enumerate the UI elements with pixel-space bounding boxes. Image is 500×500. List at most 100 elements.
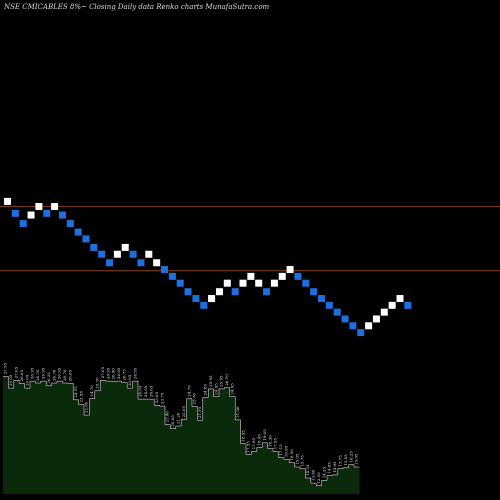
price-label-58: 13.55 xyxy=(316,472,321,484)
brick-11 xyxy=(90,243,98,251)
price-label-17: 25.70 xyxy=(95,377,100,389)
price-label-21: 26.95 xyxy=(116,367,121,379)
price-label-48: 19.05 xyxy=(262,429,267,441)
brick-24 xyxy=(192,295,200,303)
price-label-32: 21.20 xyxy=(176,412,181,424)
brick-48 xyxy=(380,308,388,316)
price-label-40: 25.95 xyxy=(219,375,224,387)
brick-20 xyxy=(161,266,168,274)
brick-39 xyxy=(310,288,318,296)
price-label-11: 26.70 xyxy=(62,369,67,381)
brick-36 xyxy=(286,266,294,274)
brick-25 xyxy=(200,301,208,309)
price-label-64: 16.25 xyxy=(348,451,353,463)
brick-30 xyxy=(239,279,247,287)
price-label-39: 24.95 xyxy=(213,383,218,395)
price-label-55: 15.75 xyxy=(300,455,305,467)
price-label-33: 22.05 xyxy=(181,405,186,417)
price-label-9: 26.70 xyxy=(51,369,56,381)
brick-43 xyxy=(341,315,349,323)
price-area-fill xyxy=(3,376,360,494)
brick-38 xyxy=(302,279,310,287)
price-label-53: 16.50 xyxy=(289,449,294,461)
chart-title: NSE CMICABLES 8%~ Closing Daily data Ren… xyxy=(4,3,270,11)
price-label-60: 14.85 xyxy=(327,462,332,474)
price-label-41: 26.10 xyxy=(224,374,229,386)
brick-9 xyxy=(74,228,82,236)
price-label-22: 26.75 xyxy=(122,369,127,381)
price-label-57: 13.90 xyxy=(310,469,315,481)
brick-7 xyxy=(58,211,66,219)
price-label-46: 17.95 xyxy=(251,437,256,449)
price-label-61: 14.95 xyxy=(332,461,337,473)
price-label-10: 26.95 xyxy=(57,367,62,379)
brick-45 xyxy=(357,329,365,337)
brick-16 xyxy=(129,250,137,258)
brick-32 xyxy=(255,279,263,287)
price-label-6: 26.70 xyxy=(35,369,40,381)
price-label-54: 15.95 xyxy=(294,453,299,465)
price-label-43: 21.98 xyxy=(235,406,240,418)
price-label-44: 18.95 xyxy=(240,430,245,442)
brick-34 xyxy=(270,279,278,287)
brick-40 xyxy=(318,295,325,303)
price-label-4: 26.05 xyxy=(24,374,29,386)
price-label-35: 23.70 xyxy=(192,393,197,405)
price-label-12: 26.65 xyxy=(68,369,73,381)
price-label-13: 24.55 xyxy=(73,386,78,398)
brick-14 xyxy=(113,250,121,258)
price-label-14: 23.95 xyxy=(78,391,83,403)
price-label-8: 26.35 xyxy=(46,372,51,384)
brick-27 xyxy=(215,288,223,296)
price-label-19: 26.95 xyxy=(105,367,110,379)
price-label-1: 26.05 xyxy=(8,374,13,386)
brick-0 xyxy=(4,197,11,205)
price-label-62: 15.75 xyxy=(338,455,343,467)
price-label-24: 26.95 xyxy=(132,367,137,379)
price-label-45: 17.55 xyxy=(246,441,251,453)
price-label-47: 18.45 xyxy=(257,434,262,446)
price-label-65: 15.95 xyxy=(354,453,359,465)
price-label-59: 14.25 xyxy=(321,466,326,478)
brick-35 xyxy=(278,272,286,280)
price-label-34: 24.70 xyxy=(186,385,191,397)
brick-29 xyxy=(231,288,239,296)
price-label-23: 26.05 xyxy=(127,374,132,386)
price-label-25: 24.65 xyxy=(138,385,143,397)
brick-8 xyxy=(66,220,74,228)
level-lines xyxy=(0,206,500,272)
price-label-2: 27.05 xyxy=(13,366,18,378)
brick-4 xyxy=(35,203,43,211)
brick-13 xyxy=(106,259,114,267)
price-label-26: 24.65 xyxy=(143,385,148,397)
price-label-3: 26.65 xyxy=(19,369,24,381)
brick-6 xyxy=(51,203,59,211)
brick-41 xyxy=(325,301,333,309)
brick-3 xyxy=(27,211,35,219)
brick-2 xyxy=(19,220,27,228)
brick-1 xyxy=(11,209,19,217)
brick-51 xyxy=(404,301,412,309)
price-label-49: 18.30 xyxy=(267,435,272,447)
price-label-15: 22.60 xyxy=(84,401,89,413)
brick-23 xyxy=(184,288,192,296)
price-label-16: 24.70 xyxy=(89,385,94,397)
brick-21 xyxy=(168,272,176,280)
brick-12 xyxy=(98,250,106,258)
price-label-63: 15.85 xyxy=(343,454,348,466)
brick-31 xyxy=(247,272,255,280)
brick-17 xyxy=(137,259,145,267)
brick-49 xyxy=(388,301,396,309)
price-label-50: 17.95 xyxy=(273,437,278,449)
price-label-52: 16.95 xyxy=(284,445,289,457)
brick-26 xyxy=(208,295,216,303)
price-label-51: 17.15 xyxy=(278,444,283,456)
brick-46 xyxy=(365,322,373,330)
brick-18 xyxy=(145,250,153,258)
price-label-37: 24.85 xyxy=(202,384,207,396)
price-label-30: 21.40 xyxy=(165,411,170,423)
brick-10 xyxy=(82,235,90,243)
